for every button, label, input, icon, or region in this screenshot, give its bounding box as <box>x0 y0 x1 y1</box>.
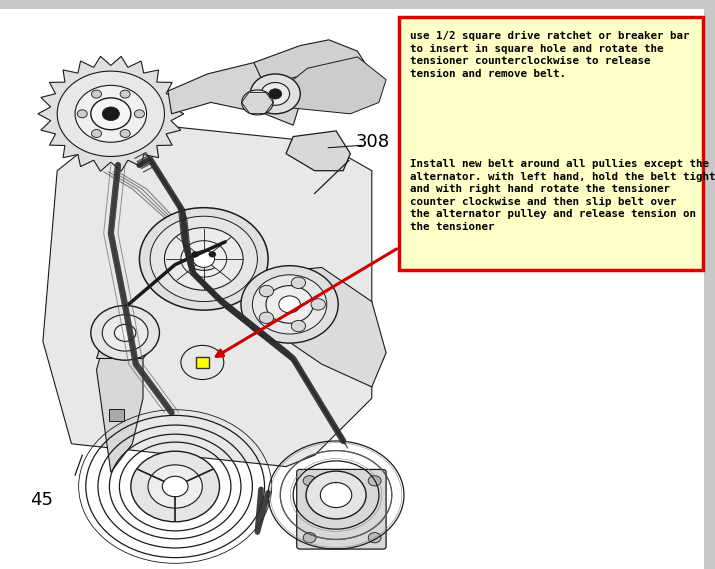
Circle shape <box>252 275 327 334</box>
Polygon shape <box>43 125 372 467</box>
Circle shape <box>306 471 366 519</box>
Bar <box>196 357 209 368</box>
Circle shape <box>269 89 282 99</box>
Circle shape <box>291 277 305 288</box>
Circle shape <box>250 74 300 114</box>
Circle shape <box>260 285 274 296</box>
Circle shape <box>91 306 159 360</box>
Polygon shape <box>97 319 143 472</box>
Circle shape <box>368 533 381 543</box>
Circle shape <box>193 250 214 267</box>
Circle shape <box>192 251 199 257</box>
Polygon shape <box>265 267 386 387</box>
Circle shape <box>148 465 202 508</box>
Bar <box>109 409 124 421</box>
Text: use 1/2 square drive ratchet or breaker bar
to insert in square hole and rotate : use 1/2 square drive ratchet or breaker … <box>410 31 689 79</box>
Polygon shape <box>272 57 386 114</box>
Circle shape <box>320 483 352 508</box>
Circle shape <box>279 296 300 313</box>
Circle shape <box>75 85 147 142</box>
Circle shape <box>114 324 136 341</box>
Circle shape <box>92 90 102 98</box>
Polygon shape <box>254 40 372 91</box>
Circle shape <box>260 312 274 324</box>
Circle shape <box>134 110 144 118</box>
Circle shape <box>139 208 268 310</box>
Text: Install new belt around all pullies except the
alternator. with left hand, hold : Install new belt around all pullies exce… <box>410 159 715 232</box>
Text: 308: 308 <box>356 133 390 151</box>
Circle shape <box>368 476 381 486</box>
Circle shape <box>181 241 227 277</box>
FancyBboxPatch shape <box>399 17 703 270</box>
Circle shape <box>102 315 148 351</box>
Circle shape <box>266 286 313 323</box>
Circle shape <box>291 320 305 332</box>
Circle shape <box>77 110 87 118</box>
Circle shape <box>162 476 188 497</box>
Circle shape <box>91 98 131 130</box>
Circle shape <box>131 451 220 522</box>
Circle shape <box>57 71 164 156</box>
Circle shape <box>241 266 338 343</box>
Circle shape <box>209 251 216 257</box>
Polygon shape <box>168 63 300 125</box>
Circle shape <box>303 533 316 543</box>
Polygon shape <box>97 307 157 358</box>
Circle shape <box>120 90 130 98</box>
FancyBboxPatch shape <box>0 9 704 569</box>
Circle shape <box>261 83 290 105</box>
Circle shape <box>120 130 130 138</box>
Circle shape <box>303 476 316 486</box>
Circle shape <box>164 228 243 290</box>
FancyBboxPatch shape <box>297 469 386 549</box>
Circle shape <box>311 299 325 310</box>
Circle shape <box>102 107 119 121</box>
Polygon shape <box>286 131 350 171</box>
Text: 45: 45 <box>30 491 53 509</box>
Circle shape <box>150 216 257 302</box>
Circle shape <box>92 130 102 138</box>
Polygon shape <box>38 56 184 171</box>
Circle shape <box>242 90 273 115</box>
